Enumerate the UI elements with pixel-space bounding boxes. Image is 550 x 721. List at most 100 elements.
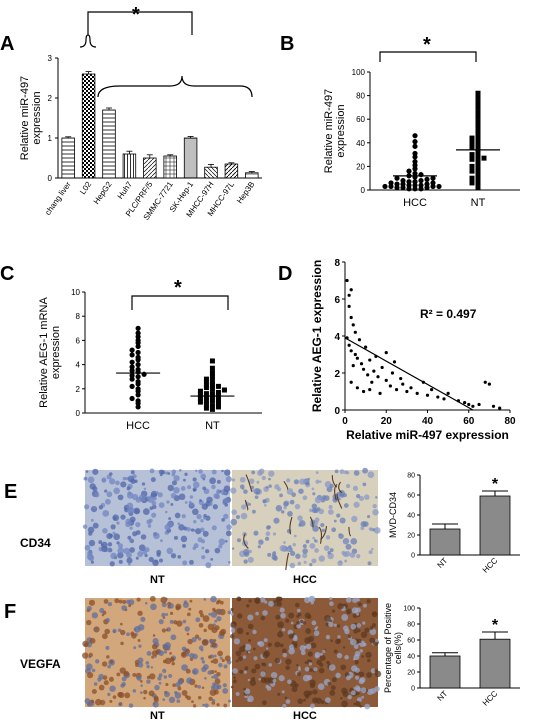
- chart-b-mir497-scatter: 0 20 40 60 80 100 Relative miR-497expression HC…: [323, 68, 520, 209]
- chart-c-point-hcc: [135, 330, 141, 336]
- chart-c-y-axis-label: Relative AEG-1 mRNAexpression: [38, 297, 62, 408]
- chart-b-point-hcc: [412, 139, 418, 145]
- chart-c-point-hcc: [129, 364, 135, 370]
- chart-d-point: [353, 330, 357, 334]
- chart-b-point-nt: [469, 180, 475, 186]
- micrograph-f-caption-hcc: HCC: [293, 710, 317, 721]
- chart-c-y-tick-label: 2: [76, 385, 81, 394]
- chart-c-point-nt: [209, 398, 215, 404]
- chart-d-point: [359, 362, 364, 366]
- chart-d-x-tick-label: 60: [463, 416, 475, 427]
- chart-d-x-tick-label: 40: [422, 416, 434, 427]
- chart-a-bar: [81, 73, 96, 179]
- chart-d-point: [425, 393, 430, 397]
- chart-c-y-tick-label: 0: [76, 409, 81, 418]
- panel-b-bracket: [379, 51, 477, 62]
- chart-e-y-tick-label: 20: [407, 533, 415, 540]
- micrograph-e-row-label: CD34: [20, 536, 51, 550]
- chart-c-y-tick-label: 6: [76, 336, 81, 345]
- chart-d-point: [347, 293, 351, 297]
- chart-d-point: [491, 404, 496, 408]
- chart-c-y-tick-label: 8: [76, 312, 81, 321]
- chart-b-point-hcc: [388, 180, 394, 186]
- chart-d-point: [388, 384, 392, 388]
- chart-b-point-hcc: [424, 176, 430, 182]
- chart-c-point-hcc: [135, 362, 141, 368]
- chart-d-point: [366, 373, 370, 377]
- chart-d-point: [361, 389, 366, 394]
- chart-c-point-nt: [209, 394, 215, 400]
- chart-d-y-tick-label: 0: [334, 406, 340, 417]
- chart-c-point-nt: [209, 403, 215, 409]
- chart-c-point-hcc: [129, 372, 135, 379]
- chart-c-y-tick-label: 4: [76, 361, 81, 370]
- chart-d-x-tick-label: 80: [504, 416, 516, 427]
- chart-c-point-nt: [209, 391, 215, 397]
- chart-d-x-axis-label: Relative miR-497 expression: [346, 428, 509, 442]
- chart-c-aeg1-scatter: 0 2 4 6 8 10 Relative AEG-1 mRNAexpression HCC N…: [38, 288, 262, 432]
- chart-d-point: [364, 345, 368, 349]
- chart-c-point-nt: [203, 385, 209, 391]
- chart-b-point-nt: [475, 166, 481, 172]
- chart-b-y-tick-label: 40: [356, 139, 365, 148]
- chart-d-point: [347, 304, 351, 308]
- chart-d-point: [368, 358, 372, 362]
- chart-d-point: [405, 389, 409, 394]
- chart-d-point: [477, 402, 481, 407]
- chart-b-point-nt: [469, 168, 475, 174]
- chart-f-sig-star: *: [492, 617, 499, 634]
- chart-d-x-tick-label: 20: [381, 416, 393, 427]
- chart-a-bar: [224, 163, 239, 179]
- chart-a-y-tick-label: 3: [48, 54, 53, 63]
- micrograph-f-caption-nt: NT: [150, 710, 165, 721]
- panel-label-e: E: [4, 481, 17, 503]
- chart-d-point: [347, 343, 351, 347]
- chart-b-point-nt: [481, 155, 487, 161]
- chart-b-point-nt: [475, 119, 481, 125]
- chart-d-point: [394, 388, 399, 392]
- chart-d-point: [446, 391, 450, 395]
- chart-f-y-tick-label: 60: [407, 638, 415, 645]
- chart-d-point: [368, 388, 372, 392]
- micrograph-e-caption-nt: NT: [150, 574, 165, 586]
- chart-c-point-nt: [203, 405, 209, 411]
- chart-b-point-hcc: [400, 177, 406, 184]
- chart-b-point-nt: [475, 126, 481, 132]
- chart-b-y-tick-label: 0: [361, 186, 366, 195]
- chart-f-y-tick-label: 20: [407, 670, 415, 677]
- chart-c-point-nt: [203, 391, 209, 397]
- chart-b-point-hcc: [412, 133, 418, 139]
- chart-b-point-nt: [475, 100, 481, 106]
- chart-b-point-nt: [469, 140, 475, 146]
- chart-a-y-axis-label: Relative miR-497expression: [19, 76, 43, 160]
- panel-label-b: B: [280, 33, 294, 55]
- chart-f-y-tick-label: 0: [411, 686, 415, 693]
- chart-d-point: [384, 351, 388, 355]
- chart-c-point-nt: [197, 392, 203, 398]
- chart-b-y-tick-label: 80: [356, 92, 365, 101]
- panel-label-f: F: [4, 601, 16, 623]
- chart-b-point-nt: [475, 130, 481, 136]
- chart-c-point-hcc: [135, 378, 141, 385]
- chart-d-point: [463, 401, 467, 405]
- chart-c-point-nt: [215, 389, 221, 395]
- chart-d-point: [498, 406, 502, 410]
- chart-c-point-nt: [203, 394, 209, 400]
- chart-b-point-nt: [475, 154, 481, 160]
- chart-d-point: [345, 278, 349, 283]
- chart-c-point-nt: [209, 370, 215, 376]
- chart-d-y-tick-label: 8: [334, 258, 340, 269]
- chart-c-point-nt: [215, 383, 221, 389]
- chart-c-point-hcc: [135, 398, 141, 404]
- chart-b-point-nt: [475, 122, 481, 128]
- chart-b-point-hcc: [412, 143, 418, 149]
- chart-b-point-nt: [469, 156, 475, 162]
- chart-d-y-axis-label: Relative AEG-1 expression: [310, 260, 324, 412]
- chart-b-point-nt: [469, 135, 475, 141]
- chart-a-y-tick-label: 0: [48, 174, 53, 183]
- chart-d-point: [483, 380, 487, 384]
- chart-c-point-hcc: [129, 368, 135, 374]
- chart-c-point-hcc: [129, 395, 135, 402]
